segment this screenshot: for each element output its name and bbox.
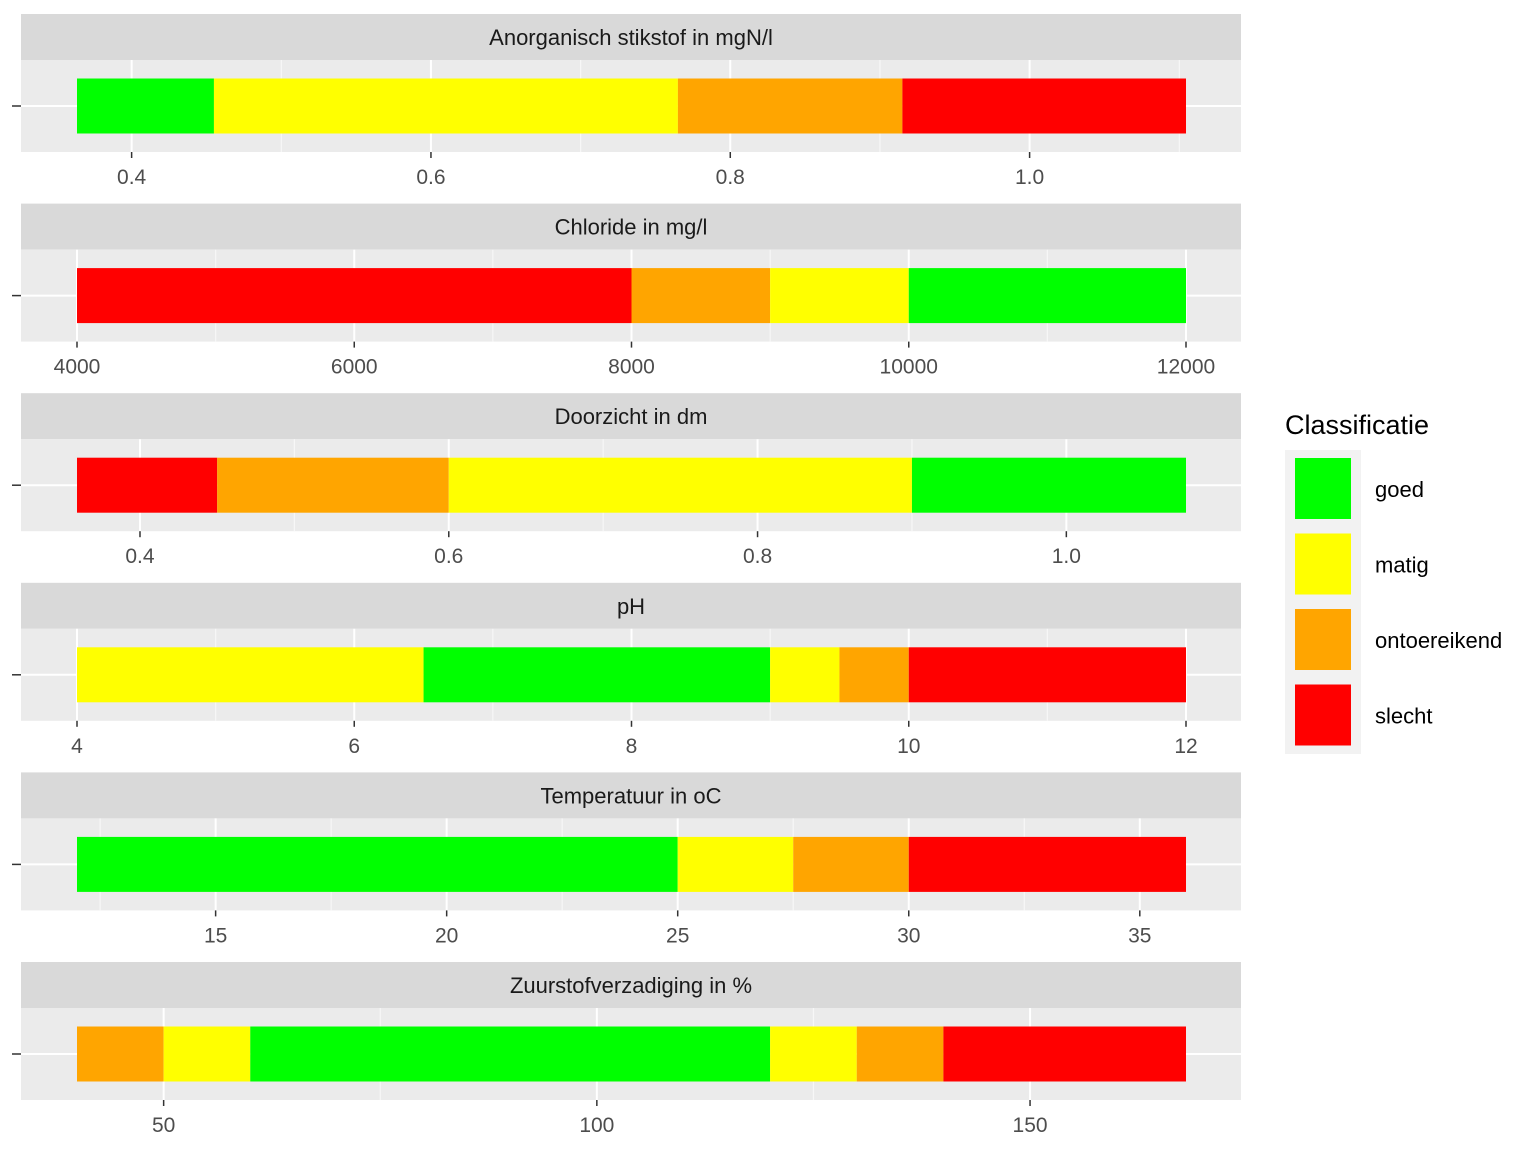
bar-segment-ontoereikend: [839, 647, 909, 703]
x-tick-label: 15: [204, 924, 227, 947]
x-tick-label: 12000: [1157, 356, 1215, 379]
x-tick-label: 30: [897, 924, 920, 947]
panel-title: Chloride in mg/l: [555, 215, 708, 240]
panel-6: Zuurstofverzadiging in % 50 100 150: [12, 962, 1241, 1137]
x-tick-label: 35: [1128, 924, 1151, 947]
bar-segment-matig: [448, 457, 912, 513]
legend-swatch-ontoereikend: [1295, 609, 1351, 670]
panel-strip: [21, 393, 1241, 440]
x-tick-label: 4: [71, 735, 83, 758]
x-tick-label: 6000: [331, 356, 378, 379]
x-tick-label: 20: [435, 924, 458, 947]
x-tick-label: 1.0: [1015, 166, 1044, 189]
bar-segment-slecht: [902, 78, 1186, 134]
bar-segment-slecht: [908, 836, 1186, 892]
x-tick-label: 6: [348, 735, 360, 758]
panel-3: Doorzicht in dm 0.4 0.6 0.8 1.0: [12, 393, 1241, 568]
legend-label-matig: matig: [1375, 553, 1429, 578]
panel-5: Temperatuur in oC 15 20 25 30 35: [12, 772, 1241, 947]
legend-keys: goed matig ontoereikend slecht: [1295, 458, 1502, 746]
panel-title: Anorganisch stikstof in mgN/l: [489, 25, 773, 50]
bar-segment-matig: [213, 78, 678, 134]
legend-swatch-slecht: [1295, 684, 1351, 746]
legend-label-slecht: slecht: [1375, 704, 1432, 729]
x-tick-label: 1.0: [1052, 545, 1081, 568]
legend: Classificatie goed matig ontoereikend slech…: [1285, 410, 1502, 754]
x-tick-label: 12: [1174, 735, 1197, 758]
x-tick-label: 0.6: [434, 545, 463, 568]
bar-segment-ontoereikend: [856, 1026, 944, 1082]
bar-segment-slecht: [943, 1026, 1186, 1082]
x-tick-label: 8000: [608, 356, 655, 379]
legend-label-goed: goed: [1375, 477, 1424, 502]
bar-segment-ontoereikend: [793, 836, 909, 892]
bar-segment-matig: [770, 647, 840, 703]
bar-segment-goed: [908, 268, 1186, 324]
x-tick-label: 50: [152, 1114, 175, 1137]
panel-2: Chloride in mg/l 4000 6000 8000 10000 12000: [12, 203, 1241, 379]
bar-segment-matig: [770, 268, 909, 324]
bar-segment-ontoereikend: [217, 457, 449, 513]
bar-segment-slecht: [77, 457, 218, 513]
x-tick-label: 0.8: [716, 166, 745, 189]
x-tick-label: 0.4: [125, 545, 155, 568]
panel-title: Temperatuur in oC: [541, 783, 722, 808]
legend-label-ontoereikend: ontoereikend: [1375, 628, 1502, 653]
x-tick-label: 0.4: [117, 166, 147, 189]
panel-strip: [21, 203, 1241, 250]
panel-strip: [21, 582, 1241, 629]
x-tick-label: 0.8: [743, 545, 772, 568]
x-tick-label: 10: [897, 735, 920, 758]
panel-strip: [21, 772, 1241, 819]
x-tick-label: 10000: [880, 356, 938, 379]
bar-segment-ontoereikend: [677, 78, 903, 134]
bar-segment-ontoereikend: [77, 1026, 164, 1082]
x-tick-label: 4000: [54, 356, 101, 379]
bar-segment-goed: [911, 457, 1186, 513]
panel-title: Zuurstofverzadiging in %: [510, 973, 752, 998]
legend-title: Classificatie: [1285, 410, 1429, 440]
legend-swatch-goed: [1295, 458, 1351, 519]
bar-segment-matig: [770, 1026, 857, 1082]
x-tick-label: 25: [666, 924, 689, 947]
panel-title: pH: [617, 594, 645, 619]
panel-4: pH 4 6 8 10 12: [12, 582, 1241, 758]
panel-strip: [21, 14, 1241, 60]
legend-swatch-matig: [1295, 533, 1351, 595]
bar-segment-goed: [77, 836, 678, 892]
x-tick-label: 100: [579, 1114, 614, 1137]
x-tick-label: 8: [626, 735, 638, 758]
x-tick-label: 150: [1013, 1114, 1048, 1137]
bar-segment-matig: [77, 647, 424, 703]
panel-strip: [21, 962, 1241, 1008]
bar-segment-matig: [677, 836, 794, 892]
bar-segment-goed: [77, 78, 214, 134]
bar-segment-matig: [163, 1026, 251, 1082]
bar-segment-ontoereikend: [631, 268, 771, 324]
bar-segment-slecht: [908, 647, 1186, 703]
x-tick-label: 0.6: [416, 166, 445, 189]
bar-segment-goed: [423, 647, 771, 703]
facet-panels: Anorganisch stikstof in mgN/l 0.4 0.6 0.8 1.…: [12, 14, 1241, 1137]
panel-1: Anorganisch stikstof in mgN/l 0.4 0.6 0.8 1.…: [12, 14, 1241, 189]
panel-title: Doorzicht in dm: [555, 404, 708, 429]
bar-segment-slecht: [77, 268, 632, 324]
bar-segment-goed: [250, 1026, 771, 1082]
